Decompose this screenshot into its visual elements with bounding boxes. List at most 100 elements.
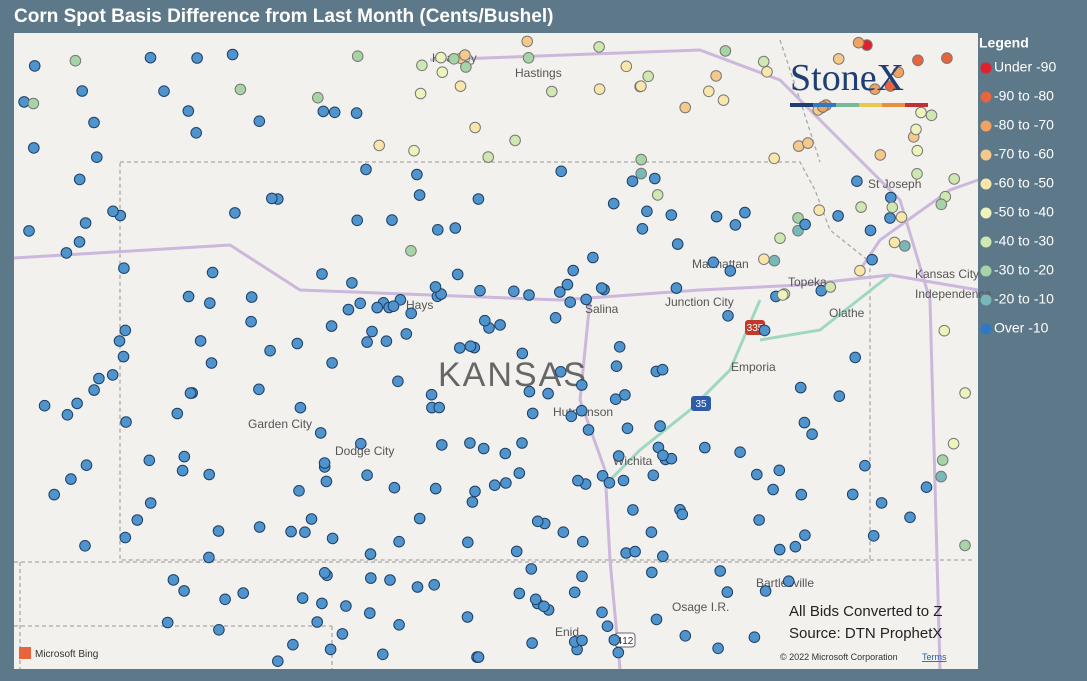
bid-dot xyxy=(657,550,669,563)
bid-dot xyxy=(846,488,859,501)
bid-dot xyxy=(729,219,742,231)
bid-dot xyxy=(117,350,130,363)
map: Kearney Hastings St Joseph Manhattan Top… xyxy=(13,33,991,670)
bid-dot xyxy=(714,565,727,577)
shield-label: 335 xyxy=(747,323,764,334)
bid-dot xyxy=(317,105,330,118)
bid-dot xyxy=(748,631,761,644)
bid-dot xyxy=(405,245,417,257)
bid-dot xyxy=(721,586,734,598)
city-label: Hastings xyxy=(515,66,562,80)
bid-dot xyxy=(203,551,215,564)
bid-dot xyxy=(294,401,307,414)
bid-dot xyxy=(596,470,609,482)
bid-dot xyxy=(469,485,481,498)
bid-dot xyxy=(38,399,51,412)
bid-dot xyxy=(336,628,349,640)
bid-dot xyxy=(679,101,692,114)
bid-dot xyxy=(567,264,580,277)
bid-dot xyxy=(386,214,398,226)
bid-dot xyxy=(593,83,606,95)
bid-dot xyxy=(859,459,871,472)
bid-dot xyxy=(448,53,460,65)
bid-dot xyxy=(27,97,40,110)
legend: Under -90 -90 to -80 -80 to -70 -70 to -60 -… xyxy=(980,59,1056,336)
bid-dot xyxy=(190,127,202,139)
bid-dot xyxy=(869,83,881,95)
bid-dot xyxy=(318,567,331,579)
bid-dot xyxy=(580,293,592,306)
bid-dot xyxy=(938,324,951,337)
bid-dot xyxy=(91,151,103,163)
bid-dot xyxy=(936,454,949,466)
legend-label: -80 to -70 xyxy=(994,117,1054,133)
bid-dot xyxy=(899,240,911,252)
bid-dot xyxy=(568,586,581,599)
legend-swatch xyxy=(980,62,992,74)
bid-dot xyxy=(393,535,405,548)
bid-dot xyxy=(272,655,284,668)
bid-dot xyxy=(799,529,811,542)
bid-dot xyxy=(499,447,512,460)
bid-dot xyxy=(237,587,249,599)
bid-dot xyxy=(526,407,539,420)
bid-dot xyxy=(106,369,119,381)
bid-dot xyxy=(699,441,711,454)
bid-dot xyxy=(509,134,521,147)
bid-dot xyxy=(500,477,512,489)
bid-dot xyxy=(71,397,83,410)
bid-dot xyxy=(364,607,376,619)
legend-swatch xyxy=(980,178,992,190)
bid-dot xyxy=(910,123,922,136)
legend-swatch xyxy=(980,323,992,335)
bid-dot xyxy=(253,383,265,396)
bid-dot xyxy=(462,536,474,549)
interstate xyxy=(608,273,891,482)
bid-dot xyxy=(361,469,373,482)
bid-dot xyxy=(529,593,542,606)
city-label: Osage I.R. xyxy=(672,600,729,614)
bid-dot xyxy=(576,570,588,583)
legend-title: Legend xyxy=(979,35,1029,51)
bid-dot xyxy=(425,388,438,401)
bid-dot xyxy=(635,153,648,166)
legend-swatch xyxy=(980,149,992,161)
bid-dot xyxy=(285,525,297,538)
bid-dot xyxy=(572,474,584,487)
city-label: Garden City xyxy=(248,417,312,431)
map-background xyxy=(14,33,978,669)
bid-dot xyxy=(523,289,535,301)
bid-dot xyxy=(613,341,626,353)
bid-dot xyxy=(832,53,845,65)
bid-dot xyxy=(466,496,479,508)
bid-dot xyxy=(305,513,318,525)
bid-dot xyxy=(794,381,807,394)
bid-dot xyxy=(296,592,309,604)
bid-dot xyxy=(911,144,924,157)
bid-dot xyxy=(364,548,377,560)
logo: StoneX xyxy=(790,57,904,99)
bid-dot xyxy=(73,173,86,186)
bid-dot xyxy=(656,363,669,376)
legend-swatch xyxy=(980,207,992,219)
legend-label: -40 to -30 xyxy=(994,233,1054,249)
bid-dot xyxy=(642,70,655,83)
bid-dot xyxy=(73,236,86,248)
bid-dot xyxy=(351,214,364,227)
bid-dot xyxy=(469,121,481,134)
bid-dot xyxy=(119,531,132,544)
bid-dot xyxy=(911,168,923,180)
bid-dot xyxy=(651,189,664,201)
bid-dot xyxy=(904,511,916,524)
legend-label: -20 to -10 xyxy=(994,291,1054,307)
bid-dot xyxy=(920,481,933,494)
bid-dot xyxy=(213,624,225,636)
bid-dot xyxy=(526,637,538,649)
terms-link[interactable]: Terms xyxy=(922,652,947,662)
bid-dot xyxy=(565,410,578,423)
bid-dot xyxy=(576,634,588,647)
bid-dot xyxy=(629,545,641,558)
bid-dot xyxy=(88,384,100,396)
bid-dot xyxy=(885,191,897,204)
